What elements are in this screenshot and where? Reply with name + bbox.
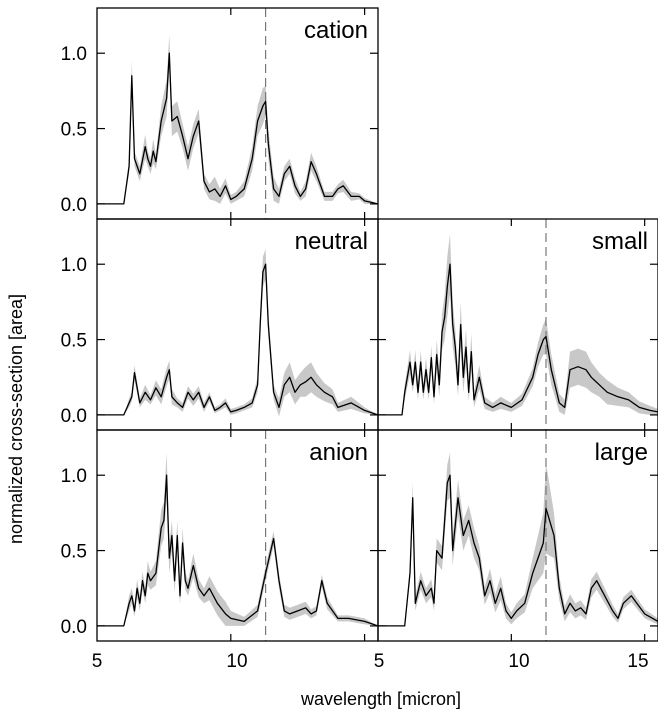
panel-large: large xyxy=(377,429,658,642)
panel-neutral: 0.0 0.5 1.0 neutral xyxy=(61,218,379,431)
uncertainty-band xyxy=(97,249,378,417)
uncertainty-band xyxy=(97,35,378,204)
x-tick-label: 5 xyxy=(92,651,103,672)
y-tick-label: 0.0 xyxy=(61,195,87,216)
series-line xyxy=(97,263,378,416)
y-tick-label: 0.0 xyxy=(61,406,87,427)
y-tick-label: 0.5 xyxy=(61,120,87,141)
uncertainty-band xyxy=(378,234,658,415)
y-tick-label: 1.0 xyxy=(61,255,87,276)
panel-label-small: small xyxy=(592,228,648,255)
y-tick-label: 1.0 xyxy=(61,466,87,487)
panel-label-cation: cation xyxy=(304,17,368,44)
y-axis-title-group: normalized cross-section [area] xyxy=(6,294,26,544)
x-tick-labels: 5 10 5 10 15 xyxy=(92,651,649,672)
y-tick-label: 0.0 xyxy=(61,617,87,638)
series-line xyxy=(97,52,378,205)
panel-small: small xyxy=(377,218,658,431)
panel-label-anion: anion xyxy=(309,439,368,466)
plot-area xyxy=(378,430,658,641)
series-line xyxy=(378,474,658,627)
uncertainty-band xyxy=(378,452,658,626)
panel-label-large: large xyxy=(595,439,648,466)
x-tick-label: 5 xyxy=(374,651,385,672)
panel-cation: 0.0 0.5 1.0 cation xyxy=(61,7,379,220)
y-tick-label: 0.5 xyxy=(61,331,87,352)
panel-frame xyxy=(377,429,658,642)
x-tick-label: 10 xyxy=(226,651,247,672)
plot-area xyxy=(97,249,378,417)
x-tick-label: 15 xyxy=(627,651,648,672)
panel-anion: 0.0 0.5 1.0 anion xyxy=(61,429,379,642)
plot-area xyxy=(97,430,378,641)
y-axis-title: normalized cross-section [area] xyxy=(6,294,26,544)
plot-area xyxy=(97,8,378,219)
plot-area xyxy=(378,219,658,430)
series-line xyxy=(378,263,658,416)
series-line xyxy=(97,474,378,627)
y-tick-label: 1.0 xyxy=(61,44,87,65)
x-tick-label: 10 xyxy=(508,651,529,672)
x-axis-title: wavelength [micron] xyxy=(300,689,461,709)
panel-label-neutral: neutral xyxy=(295,228,368,255)
y-tick-label: 0.5 xyxy=(61,542,87,563)
